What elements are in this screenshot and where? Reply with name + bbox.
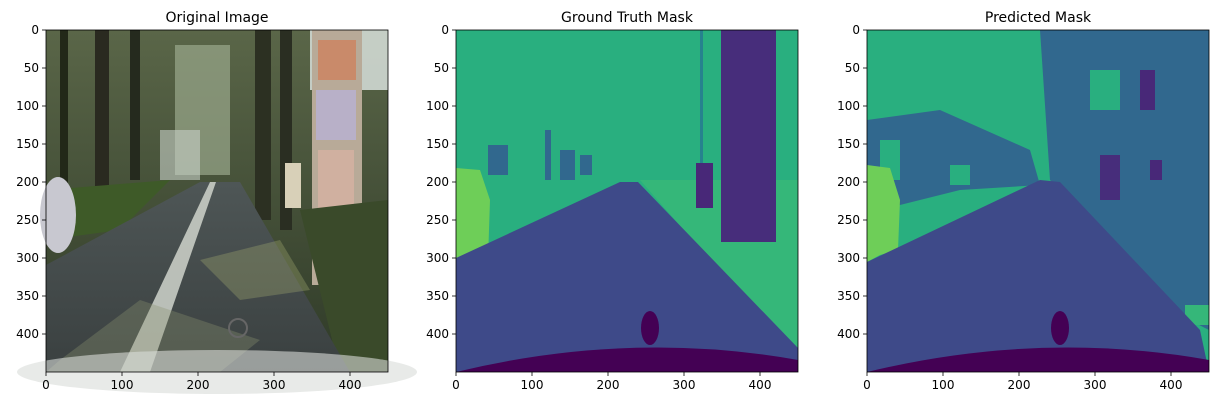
y-tick-label: 300 bbox=[426, 251, 449, 265]
x-tick-label: 200 bbox=[597, 378, 620, 392]
original-image bbox=[17, 30, 417, 394]
x-tick-label: 300 bbox=[1084, 378, 1107, 392]
y-tick-label: 400 bbox=[837, 327, 860, 341]
panel-predicted: Predicted Mask 0 100 200 300 400 0 50 100 150 200… bbox=[837, 10, 1210, 392]
panel-original: Original Image bbox=[16, 10, 417, 394]
x-tick-label: 100 bbox=[521, 378, 544, 392]
x-tick-label: 300 bbox=[263, 378, 286, 392]
y-tick-label: 350 bbox=[837, 289, 860, 303]
y-tick-label: 400 bbox=[16, 327, 39, 341]
x-tick-label: 200 bbox=[1008, 378, 1031, 392]
x-tick-label: 400 bbox=[749, 378, 772, 392]
panel-title-predicted: Predicted Mask bbox=[985, 10, 1092, 26]
x-tick-label: 400 bbox=[339, 378, 362, 392]
y-tick-label: 0 bbox=[31, 23, 39, 37]
x-tick-label: 0 bbox=[42, 378, 50, 392]
x-tick-label: 400 bbox=[1160, 378, 1183, 392]
ground-truth-mask bbox=[456, 30, 798, 372]
y-tick-label: 200 bbox=[426, 175, 449, 189]
y-tick-label: 350 bbox=[426, 289, 449, 303]
x-tick-label: 0 bbox=[863, 378, 871, 392]
y-tick-label: 150 bbox=[426, 137, 449, 151]
y-tick-label: 0 bbox=[852, 23, 860, 37]
x-tick-label: 300 bbox=[673, 378, 696, 392]
y-tick-label: 100 bbox=[426, 99, 449, 113]
axes-frame-predicted bbox=[866, 29, 1210, 373]
y-tick-label: 250 bbox=[426, 213, 449, 227]
y-tick-label: 50 bbox=[24, 61, 39, 75]
axis-ticks-predicted: 0 100 200 300 400 0 50 100 150 200 250 300 350 400 bbox=[837, 23, 1182, 392]
panel-ground-truth: Ground Truth Mask 0 100 200 300 400 0 50 bbox=[426, 10, 799, 392]
y-tick-label: 250 bbox=[16, 213, 39, 227]
y-tick-label: 100 bbox=[16, 99, 39, 113]
panel-title-ground-truth: Ground Truth Mask bbox=[561, 10, 694, 26]
y-tick-label: 150 bbox=[837, 137, 860, 151]
predicted-mask bbox=[867, 30, 1209, 372]
panel-title-original: Original Image bbox=[165, 10, 268, 26]
axis-ticks-original: 0 100 200 300 400 0 50 100 150 200 250 300 350 400 bbox=[16, 23, 361, 392]
y-tick-label: 300 bbox=[837, 251, 860, 265]
x-tick-label: 0 bbox=[452, 378, 460, 392]
y-tick-label: 100 bbox=[837, 99, 860, 113]
y-tick-label: 200 bbox=[16, 175, 39, 189]
axes-frame-original bbox=[45, 29, 389, 373]
y-tick-label: 250 bbox=[837, 213, 860, 227]
y-tick-label: 50 bbox=[845, 61, 860, 75]
y-tick-label: 400 bbox=[426, 327, 449, 341]
y-tick-label: 350 bbox=[16, 289, 39, 303]
x-tick-label: 100 bbox=[111, 378, 134, 392]
y-tick-label: 300 bbox=[16, 251, 39, 265]
y-tick-label: 150 bbox=[16, 137, 39, 151]
axes-frame-ground-truth bbox=[455, 29, 799, 373]
x-tick-label: 100 bbox=[932, 378, 955, 392]
y-tick-label: 50 bbox=[434, 61, 449, 75]
x-tick-label: 200 bbox=[187, 378, 210, 392]
y-tick-label: 0 bbox=[441, 23, 449, 37]
y-tick-label: 200 bbox=[837, 175, 860, 189]
axis-ticks-ground-truth: 0 100 200 300 400 0 50 100 150 200 250 300 350 400 bbox=[426, 23, 771, 392]
